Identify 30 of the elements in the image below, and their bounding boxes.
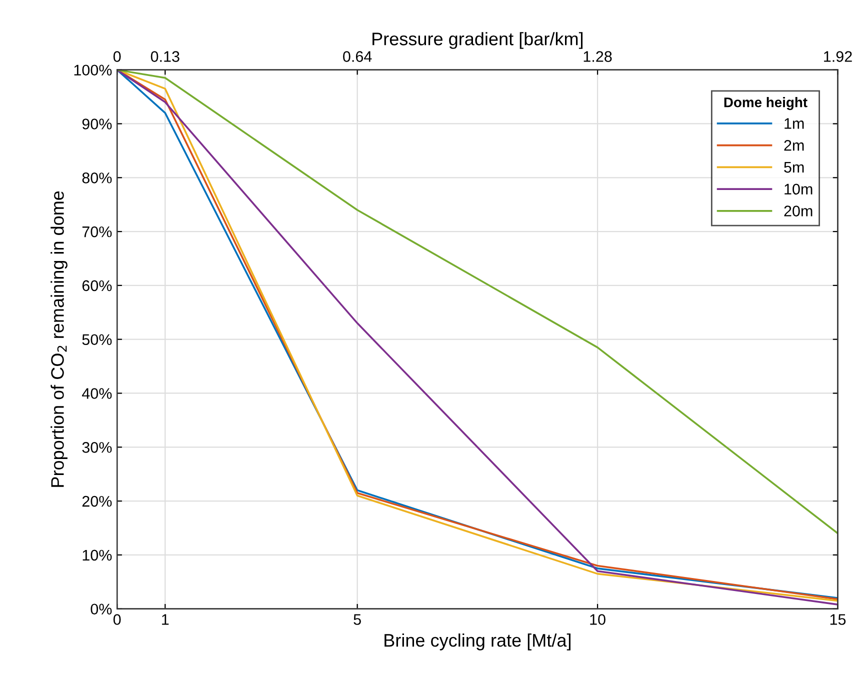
y-tick-label: 40% bbox=[82, 388, 112, 399]
x2-tick-label: 1.92 bbox=[824, 51, 852, 62]
y-tick-label: 90% bbox=[82, 118, 112, 130]
y-tick-label: 30% bbox=[82, 442, 112, 453]
x2-tick-label: 0 bbox=[113, 51, 121, 62]
x-tick-label: 0 bbox=[113, 614, 121, 625]
x2-axis-title: Pressure gradient [bar/km] bbox=[372, 32, 583, 49]
y-tick-label: 100% bbox=[74, 64, 112, 76]
legend-title: Dome height bbox=[724, 97, 808, 110]
y-tick-label: 60% bbox=[82, 280, 112, 292]
x-tick-label: 10 bbox=[590, 614, 606, 625]
x2-tick-label: 0.64 bbox=[343, 51, 372, 62]
legend-label: 20m bbox=[784, 206, 812, 216]
y-tick-label: 70% bbox=[82, 226, 112, 238]
x-axis-title: Brine cycling rate [Mt/a] bbox=[384, 634, 570, 650]
legend-label: 5m bbox=[784, 162, 804, 173]
legend-label: 2m bbox=[784, 140, 804, 151]
legend-label: 10m bbox=[784, 184, 812, 195]
x-tick-label: 5 bbox=[354, 614, 361, 625]
x2-tick-label: 0.13 bbox=[150, 51, 180, 62]
x-tick-label: 15 bbox=[830, 614, 846, 625]
x2-tick-label: 1.28 bbox=[584, 51, 612, 62]
y-tick-label: 20% bbox=[82, 496, 112, 507]
y-tick-label: 50% bbox=[82, 334, 112, 346]
x-tick-label: 1 bbox=[162, 614, 169, 625]
legend-label: 1m bbox=[784, 118, 804, 129]
y-tick-label: 0% bbox=[90, 604, 112, 615]
y-tick-label: 80% bbox=[82, 172, 112, 184]
y-axis-title: Proportion of CO$_{2}$ remaining in dome bbox=[50, 191, 68, 487]
y-tick-label: 10% bbox=[82, 550, 112, 561]
